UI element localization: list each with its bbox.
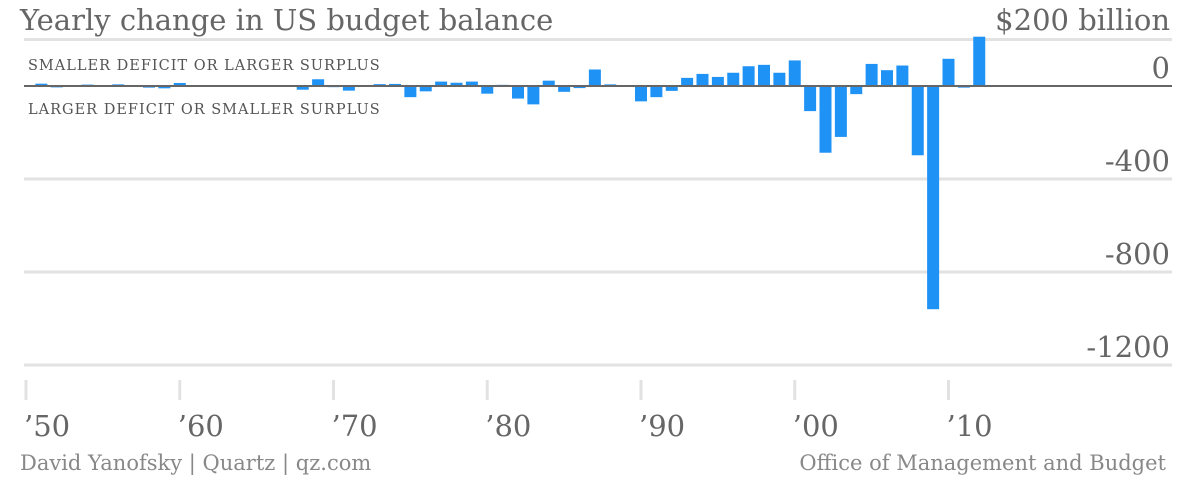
bar	[35, 83, 48, 86]
bar	[896, 65, 909, 86]
x-tick-label: ’00	[793, 409, 839, 443]
bar	[573, 86, 586, 89]
bar	[834, 86, 847, 137]
y-tick-label: -800	[1105, 237, 1170, 271]
bar	[665, 86, 678, 91]
x-tick-label: ’90	[639, 409, 685, 443]
x-tick-label: ’10	[947, 409, 993, 443]
annotation-below: LARGER DEFICIT OR SMALLER SURPLUS	[28, 102, 381, 118]
x-tick-label: ’60	[178, 409, 224, 443]
bar	[435, 81, 448, 86]
bar	[650, 86, 663, 98]
bar	[758, 64, 770, 86]
bar	[450, 82, 463, 86]
chart-title: Yearly change in US budget balance	[19, 3, 553, 37]
bar	[696, 73, 709, 86]
bar	[158, 86, 171, 89]
bar	[419, 86, 432, 92]
y-ticks: 0 -400 -800 -1200	[1086, 51, 1170, 364]
bar	[804, 86, 817, 112]
bar	[788, 60, 801, 86]
bar	[865, 63, 878, 86]
bar	[681, 77, 694, 86]
bar	[342, 86, 355, 91]
bar	[773, 72, 786, 86]
gridlines	[24, 38, 1172, 367]
footer-source: Office of Management and Budget	[799, 451, 1166, 475]
footer-credit: David Yanofsky | Quartz | qz.com	[20, 451, 371, 476]
bar	[973, 36, 986, 86]
x-tick-label: ’80	[485, 409, 531, 443]
bar	[481, 86, 494, 94]
bar	[312, 79, 325, 86]
bar	[173, 82, 186, 86]
bar	[881, 70, 893, 86]
bar	[542, 80, 555, 86]
x-tick-label: ’70	[332, 409, 378, 443]
bar	[588, 69, 601, 86]
bars	[35, 36, 986, 310]
bar	[727, 72, 740, 86]
bar	[512, 86, 524, 99]
bar	[911, 86, 924, 156]
bar	[711, 76, 724, 86]
bar	[527, 86, 540, 105]
bar	[850, 86, 863, 95]
bar	[819, 86, 832, 153]
y-tick-label: -400	[1105, 144, 1170, 178]
x-tick-label: ’50	[24, 409, 70, 443]
bar	[742, 66, 755, 86]
bar	[465, 81, 478, 86]
y-tick-label: -1200	[1086, 330, 1170, 364]
bar	[558, 86, 571, 92]
bar	[404, 86, 417, 98]
bar	[927, 86, 940, 310]
bar	[296, 86, 309, 90]
bar	[942, 58, 955, 86]
annotation-above: SMALLER DEFICIT OR LARGER SURPLUS	[28, 58, 381, 74]
unit-label: $200 billion	[995, 3, 1170, 37]
bar	[635, 86, 647, 102]
bar	[389, 83, 401, 86]
x-ticks: ’50 ’60 ’70 ’80 ’90 ’00 ’10	[24, 380, 993, 443]
y-tick-label: 0	[1152, 51, 1170, 85]
